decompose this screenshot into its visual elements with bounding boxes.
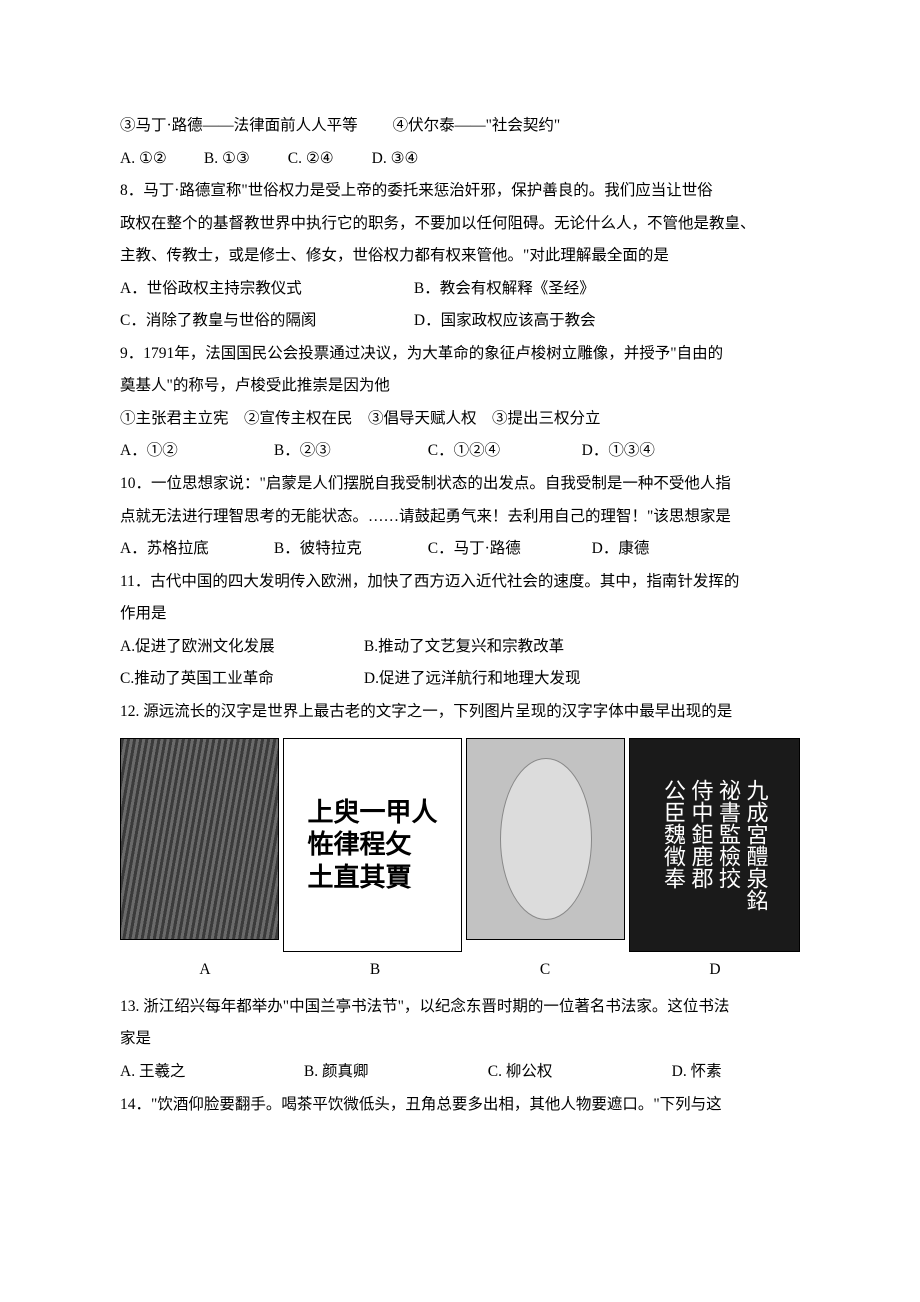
q9-line2: 奠基人"的称号，卢梭受此推崇是因为他 — [120, 370, 800, 403]
q7-stmt3: ③马丁·路德——法律面前人人平等 — [120, 117, 358, 134]
q9-opt-d[interactable]: D．①③④ — [582, 435, 655, 468]
q7-opt-c[interactable]: C. ②④ — [288, 143, 368, 176]
q10-line1: 10．一位思想家说："启蒙是人们摆脱自我受制状态的出发点。自我受制是一种不受他人… — [120, 468, 800, 501]
q11-opt-a[interactable]: A.促进了欧洲文化发展 — [120, 631, 360, 664]
q8-opt-c[interactable]: C．消除了教皇与世俗的隔阂 — [120, 305, 410, 338]
q12-cap-a: A — [120, 954, 290, 987]
stele-rubbing-text: 九成宮醴泉銘 祕書監檢挍 侍中鉅鹿郡 公臣魏徵奉 — [660, 779, 770, 911]
q8-line1: 8．马丁·路德宣称"世俗权力是受上帝的委托来惩治奸邪，保护善良的。我们应当让世俗 — [120, 175, 800, 208]
q13-opt-b[interactable]: B. 颜真卿 — [304, 1056, 484, 1089]
q9-stmts: ①主张君主立宪 ②宣传主权在民 ③倡导天赋人权 ③提出三权分立 — [120, 403, 800, 436]
q7-opt-a[interactable]: A. ①② — [120, 143, 200, 176]
q10-line2: 点就无法进行理智思考的无能状态。……请鼓起勇气来！去利用自己的理智！"该思想家是 — [120, 501, 800, 534]
q8-options-row1: A．世俗政权主持宗教仪式 B．教会有权解释《圣经》 — [120, 273, 800, 306]
q8-opt-b[interactable]: B．教会有权解释《圣经》 — [414, 273, 595, 306]
q9-opt-c[interactable]: C．①②④ — [428, 435, 578, 468]
q11-line2: 作用是 — [120, 598, 800, 631]
q13-opt-a[interactable]: A. 王羲之 — [120, 1056, 300, 1089]
q8-line2: 政权在整个的基督教世界中执行它的职务，不要加以任何阻碍。无论什么人，不管他是教皇… — [120, 208, 800, 241]
q7-options: A. ①② B. ①③ C. ②④ D. ③④ — [120, 143, 800, 176]
q11-line1: 11．古代中国的四大发明传入欧洲，加快了西方迈入近代社会的速度。其中，指南针发挥… — [120, 566, 800, 599]
q14-line1: 14．"饮酒仰脸要翻手。喝茶平饮微低头，丑角总要多出相，其他人物要遮口。"下列与… — [120, 1089, 800, 1122]
q9-opt-a[interactable]: A．①② — [120, 435, 270, 468]
q12-cap-c: C — [460, 954, 630, 987]
q13-opt-d[interactable]: D. 怀素 — [672, 1056, 722, 1089]
q9-opt-b[interactable]: B．②③ — [274, 435, 424, 468]
q11-options-row1: A.促进了欧洲文化发展 B.推动了文艺复兴和宗教改革 — [120, 631, 800, 664]
q11-options-row2: C.推动了英国工业革命 D.促进了远洋航行和地理大发现 — [120, 663, 800, 696]
q12-image-b[interactable]: 上臾一甲人 恠律程攵 土直其賈 — [283, 738, 462, 952]
q13-line2: 家是 — [120, 1023, 800, 1056]
q12-images-row: 上臾一甲人 恠律程攵 土直其賈 九成宮醴泉銘 祕書監檢挍 侍中鉅鹿郡 公臣魏徵奉 — [120, 738, 800, 952]
q12-captions: A B C D — [120, 954, 800, 987]
q7-stmt-line: ③马丁·路德——法律面前人人平等 ④伏尔泰——"社会契约" — [120, 110, 800, 143]
q12-image-c[interactable] — [466, 738, 625, 940]
q9-options: A．①② B．②③ C．①②④ D．①③④ — [120, 435, 800, 468]
q9-line1: 9．1791年，法国国民公会投票通过决议，为大革命的象征卢梭树立雕像，并授予"自… — [120, 338, 800, 371]
q10-opt-d[interactable]: D．康德 — [592, 533, 650, 566]
oracle-bone-icon — [500, 758, 592, 920]
q10-options: A．苏格拉底 B．彼特拉克 C．马丁·路德 D．康德 — [120, 533, 800, 566]
q12-image-d[interactable]: 九成宮醴泉銘 祕書監檢挍 侍中鉅鹿郡 公臣魏徵奉 — [629, 738, 800, 952]
q12-cap-d: D — [630, 954, 800, 987]
q10-opt-b[interactable]: B．彼特拉克 — [274, 533, 424, 566]
clerical-script-text: 上臾一甲人 恠律程攵 土直其賈 — [307, 797, 437, 895]
q11-opt-c[interactable]: C.推动了英国工业革命 — [120, 663, 360, 696]
q10-opt-c[interactable]: C．马丁·路德 — [428, 533, 588, 566]
q8-options-row2: C．消除了教皇与世俗的隔阂 D．国家政权应该高于教会 — [120, 305, 800, 338]
cursive-calligraphy-icon — [121, 739, 278, 939]
q13-options: A. 王羲之 B. 颜真卿 C. 柳公权 D. 怀素 — [120, 1056, 800, 1089]
q13-line1: 13. 浙江绍兴每年都举办"中国兰亭书法节"，以纪念东晋时期的一位著名书法家。这… — [120, 991, 800, 1024]
q8-opt-d[interactable]: D．国家政权应该高于教会 — [414, 305, 596, 338]
q12-cap-b: B — [290, 954, 460, 987]
q11-opt-b[interactable]: B.推动了文艺复兴和宗教改革 — [364, 631, 564, 664]
q8-line3: 主教、传教士，或是修士、修女，世俗权力都有权来管他。"对此理解最全面的是 — [120, 240, 800, 273]
q12-stmt: 12. 源远流长的汉字是世界上最古老的文字之一，下列图片呈现的汉字字体中最早出现… — [120, 696, 800, 729]
q8-opt-a[interactable]: A．世俗政权主持宗教仪式 — [120, 273, 410, 306]
q12-image-a[interactable] — [120, 738, 279, 940]
q11-opt-d[interactable]: D.促进了远洋航行和地理大发现 — [364, 663, 581, 696]
q7-stmt4: ④伏尔泰——"社会契约" — [393, 117, 561, 134]
q10-opt-a[interactable]: A．苏格拉底 — [120, 533, 270, 566]
q7-opt-d[interactable]: D. ③④ — [372, 143, 452, 176]
q7-opt-b[interactable]: B. ①③ — [204, 143, 284, 176]
q13-opt-c[interactable]: C. 柳公权 — [488, 1056, 668, 1089]
